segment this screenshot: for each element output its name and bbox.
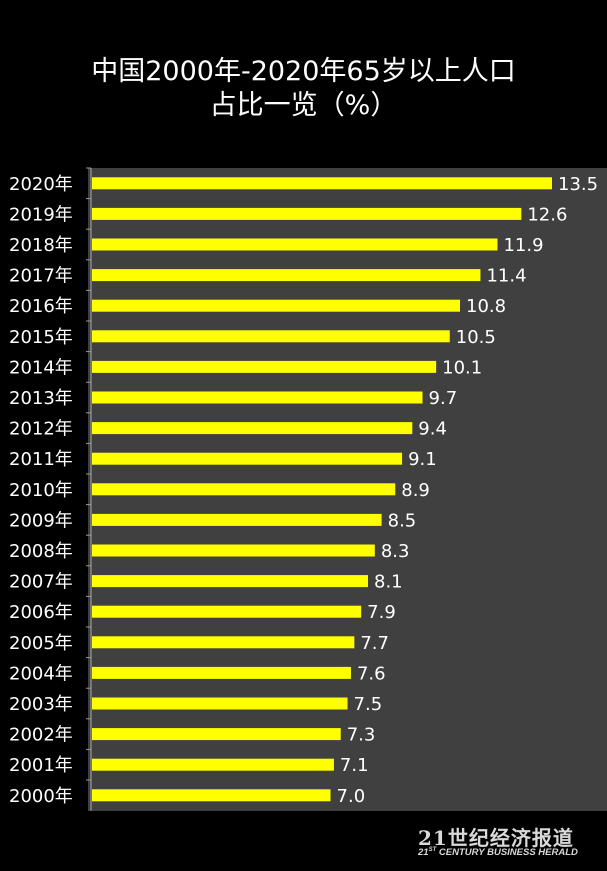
category-label: 2004年 <box>9 663 73 684</box>
category-label: 2020年 <box>9 174 73 195</box>
watermark-logo-en: 21ST CENTURY BUSINESS HERALD <box>418 847 578 859</box>
bar <box>92 728 341 741</box>
category-label: 2001年 <box>9 755 73 776</box>
bar <box>92 636 355 649</box>
category-label: 2006年 <box>9 602 73 623</box>
bars <box>92 177 552 802</box>
value-label: 7.6 <box>357 663 386 684</box>
bar <box>92 177 552 190</box>
category-label: 2000年 <box>9 786 73 807</box>
category-label: 2007年 <box>9 572 73 593</box>
labels: 2020年 13.5 2019年 12.6 2018年 11.9 2017年 11.4 2016… <box>9 174 598 807</box>
chart-title-line2: 占比一览（%） <box>209 90 398 121</box>
category-label: 2016年 <box>9 296 73 317</box>
value-label: 8.9 <box>401 480 430 501</box>
category-label: 2008年 <box>9 541 73 562</box>
category-label: 2011年 <box>9 449 73 470</box>
value-label: 7.0 <box>337 786 366 807</box>
bar <box>92 758 334 771</box>
value-label: 7.7 <box>360 633 389 654</box>
bar <box>92 697 348 710</box>
category-label: 2013年 <box>9 388 73 409</box>
bar <box>92 544 375 557</box>
bar <box>92 422 413 435</box>
value-label: 10.8 <box>466 296 506 317</box>
bar <box>92 360 437 373</box>
value-label: 13.5 <box>558 174 598 195</box>
category-label: 2003年 <box>9 694 73 715</box>
chart-title-line1: 中国2000年-2020年65岁以上人口 <box>91 56 516 87</box>
bar <box>92 238 498 251</box>
bar <box>92 299 460 312</box>
value-label: 9.4 <box>418 419 447 440</box>
bar <box>92 605 362 618</box>
value-label: 10.5 <box>456 327 496 348</box>
value-label: 7.1 <box>340 755 369 776</box>
bar <box>92 207 522 220</box>
value-label: 7.9 <box>367 602 396 623</box>
category-label: 2018年 <box>9 235 73 256</box>
value-label: 7.5 <box>354 694 383 715</box>
category-label: 2010年 <box>9 480 73 501</box>
bar <box>92 269 481 282</box>
bar <box>92 330 450 343</box>
y-axis <box>86 167 92 811</box>
bar <box>92 513 382 526</box>
value-label: 8.1 <box>374 572 403 593</box>
value-label: 9.7 <box>429 388 458 409</box>
category-label: 2015年 <box>9 327 73 348</box>
watermark-logo-cn: 21世纪经济报道 <box>418 826 574 850</box>
bar <box>92 391 423 404</box>
value-label: 12.6 <box>527 204 567 225</box>
value-label: 11.9 <box>503 235 543 256</box>
category-label: 2009年 <box>9 510 73 531</box>
category-label: 2005年 <box>9 633 73 654</box>
category-label: 2002年 <box>9 725 73 746</box>
category-label: 2012年 <box>9 419 73 440</box>
value-label: 8.3 <box>381 541 410 562</box>
category-label: 2017年 <box>9 266 73 287</box>
value-label: 10.1 <box>442 357 482 378</box>
bar <box>92 789 331 802</box>
bar <box>92 575 368 588</box>
bar <box>92 483 396 496</box>
value-label: 9.1 <box>408 449 437 470</box>
value-label: 7.3 <box>347 725 376 746</box>
value-label: 8.5 <box>388 510 417 531</box>
value-label: 11.4 <box>486 266 526 287</box>
category-label: 2014年 <box>9 357 73 378</box>
category-label: 2019年 <box>9 204 73 225</box>
bar <box>92 452 403 465</box>
bar <box>92 666 351 679</box>
